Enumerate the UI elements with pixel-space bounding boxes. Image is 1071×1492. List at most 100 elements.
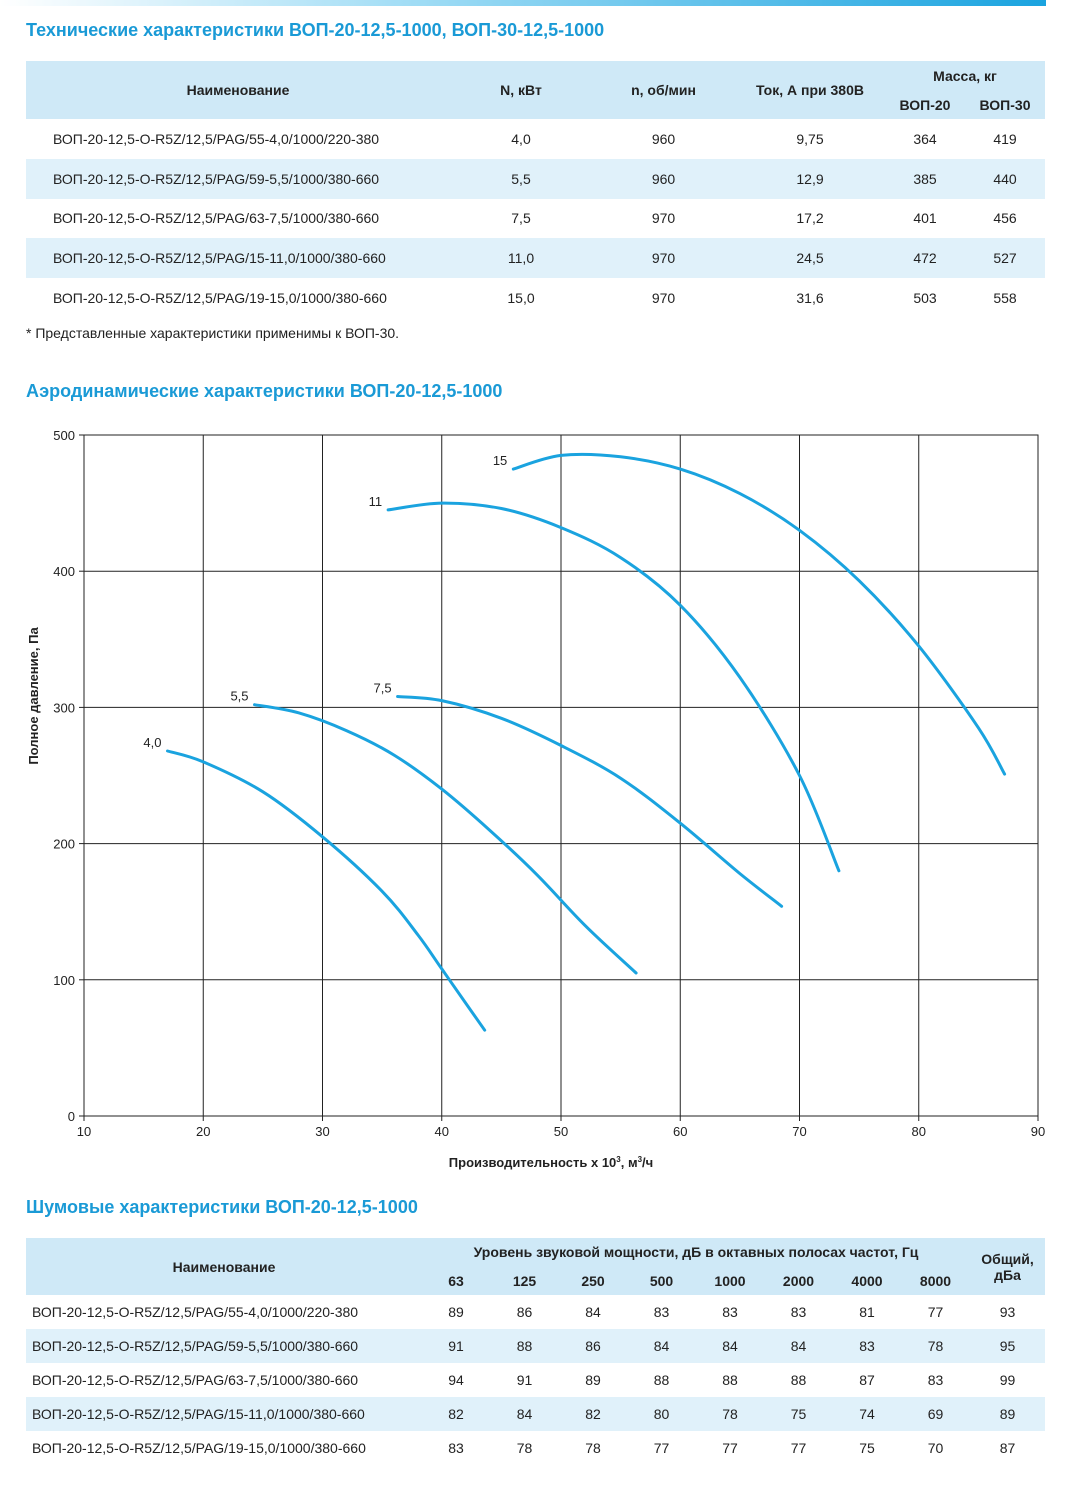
- model-name-cell: ВОП-20-12,5-O-R5Z/12,5/PAG/63-7,5/1000/3…: [32, 1372, 359, 1388]
- mass-30-cell: 456: [993, 210, 1017, 227]
- band-value-cell: 88: [722, 1372, 738, 1388]
- x-tick-label: 70: [792, 1124, 806, 1139]
- band-value-cell: 91: [516, 1372, 533, 1388]
- band-value-cell: 83: [448, 1440, 464, 1456]
- total-level-cell: 95: [970, 1329, 1046, 1363]
- noise-header-total: Общий, дБа: [970, 1238, 1046, 1295]
- band-value-cell: 88: [490, 1329, 559, 1363]
- model-name-cell: ВОП-20-12,5-O-R5Z/12,5/PAG/55-4,0/1000/2…: [32, 1304, 359, 1320]
- band-header-1000: 1000: [696, 1266, 764, 1295]
- band-value-cell: 83: [790, 1304, 807, 1320]
- mass-30-cell: 527: [965, 238, 1046, 279]
- spec-table: Наименование N, кВт n, об/мин Ток, А при…: [26, 61, 1046, 318]
- band-value-cell: 81: [859, 1304, 875, 1320]
- band-value-cell: 77: [790, 1440, 807, 1456]
- mass-30-cell: 558: [993, 290, 1017, 307]
- series-label: 15: [493, 453, 507, 468]
- model-name-cell: ВОП-20-12,5-O-R5Z/12,5/PAG/15-11,0/1000/…: [26, 238, 450, 279]
- current-cell: 31,6: [796, 290, 824, 307]
- table-row: ВОП-20-12,5-O-R5Z/12,5/PAG/59-5,5/1000/3…: [26, 1329, 1046, 1363]
- noise-header-name: Наименование: [26, 1238, 422, 1295]
- y-tick-label: 100: [53, 973, 75, 988]
- band-header-8000: 8000: [901, 1266, 971, 1295]
- band-value-cell: 70: [927, 1440, 944, 1456]
- band-header-2000: 2000: [764, 1266, 833, 1295]
- band-value-cell: 75: [764, 1397, 833, 1431]
- table-row: ВОП-20-12,5-O-R5Z/12,5/PAG/19-15,0/1000/…: [26, 1431, 1045, 1465]
- band-value-cell: 84: [490, 1397, 559, 1431]
- band-value-cell: 82: [422, 1397, 490, 1431]
- power-cell: 4,0: [511, 130, 531, 147]
- band-value-cell: 74: [833, 1397, 901, 1431]
- chart-ticks: 10 20 30 40 50 60 70 80 90 0 100 200 300 400 500: [53, 428, 1045, 1139]
- power-cell: 11,0: [450, 238, 592, 279]
- x-tick-label: 10: [77, 1124, 91, 1139]
- band-value-cell: 89: [585, 1372, 601, 1388]
- series-line: [396, 695, 784, 908]
- band-header-500: 500: [627, 1266, 696, 1295]
- model-name-cell: ВОП-20-12,5-O-R5Z/12,5/PAG/55-4,0/1000/2…: [53, 130, 380, 147]
- model-name-cell: ВОП-20-12,5-O-R5Z/12,5/PAG/19-15,0/1000/…: [53, 290, 387, 307]
- band-value-cell: 84: [696, 1329, 764, 1363]
- chart-series: 4,0 5,5 7,5 11 15: [143, 452, 1007, 1032]
- spec-header-mass-30: ВОП-30: [965, 90, 1046, 119]
- band-value-cell: 83: [653, 1304, 670, 1320]
- mass-20-cell: 364: [913, 130, 937, 147]
- aero-title: Аэродинамические характеристики ВОП-20-1…: [26, 381, 503, 401]
- band-value-cell: 75: [859, 1440, 875, 1456]
- speed-cell: 960: [651, 130, 676, 147]
- speed-cell: 960: [592, 158, 735, 199]
- model-name-cell: ВОП-20-12,5-O-R5Z/12,5/PAG/19-15,0/1000/…: [32, 1440, 366, 1456]
- mass-20-cell: 401: [913, 210, 937, 227]
- spec-header-current: Ток, А при 380В: [735, 61, 885, 119]
- power-cell: 7,5: [511, 210, 531, 227]
- band-value-cell: 83: [833, 1329, 901, 1363]
- current-cell: 12,9: [735, 158, 885, 199]
- x-tick-label: 20: [196, 1124, 210, 1139]
- model-name-cell: ВОП-20-12,5-O-R5Z/12,5/PAG/59-5,5/1000/3…: [26, 158, 450, 199]
- y-tick-label: 0: [68, 1109, 75, 1124]
- x-tick-label: 90: [1031, 1124, 1045, 1139]
- table-row: ВОП-20-12,5-O-R5Z/12,5/PAG/59-5,5/1000/3…: [26, 158, 1046, 199]
- total-level-cell: 89: [970, 1397, 1046, 1431]
- series-label: 5,5: [230, 689, 248, 704]
- band-value-cell: 86: [559, 1329, 627, 1363]
- x-tick-label: 80: [912, 1124, 926, 1139]
- band-value-cell: 77: [927, 1304, 944, 1320]
- mass-20-cell: 472: [885, 238, 965, 279]
- band-value-cell: 82: [559, 1397, 627, 1431]
- table-row: ВОП-20-12,5-O-R5Z/12,5/PAG/19-15,0/1000/…: [26, 278, 1045, 318]
- band-header-125: 125: [490, 1266, 559, 1295]
- spec-header-mass-20: ВОП-20: [885, 90, 965, 119]
- noise-table: Наименование Уровень звуковой мощности, …: [26, 1238, 1046, 1465]
- band-value-cell: 69: [901, 1397, 971, 1431]
- band-value-cell: 87: [859, 1372, 875, 1388]
- mass-20-cell: 385: [885, 158, 965, 199]
- band-value-cell: 78: [516, 1440, 533, 1456]
- series-line: [253, 703, 638, 975]
- band-header-63: 63: [422, 1266, 490, 1295]
- current-cell: 24,5: [735, 238, 885, 279]
- series-line: [511, 452, 1007, 776]
- y-axis-label: Полное давление, Па: [26, 627, 41, 765]
- series-label: 4,0: [143, 735, 161, 750]
- series-line: [166, 749, 487, 1032]
- model-name-cell: ВОП-20-12,5-O-R5Z/12,5/PAG/15-11,0/1000/…: [26, 1397, 422, 1431]
- table-row: ВОП-20-12,5-O-R5Z/12,5/PAG/55-4,0/1000/2…: [26, 119, 1045, 159]
- speed-cell: 970: [651, 210, 676, 227]
- band-value-cell: 78: [901, 1329, 971, 1363]
- series-line: [386, 501, 841, 873]
- noise-header-band: Уровень звуковой мощности, дБ в октавных…: [422, 1238, 971, 1266]
- table-row: ВОП-20-12,5-O-R5Z/12,5/PAG/15-11,0/1000/…: [26, 1397, 1046, 1431]
- spec-header-mass: Масса, кг: [885, 61, 1046, 90]
- band-value-cell: 86: [516, 1304, 533, 1320]
- band-value-cell: 84: [627, 1329, 696, 1363]
- band-value-cell: 80: [627, 1397, 696, 1431]
- x-axis-label: Производительность х 103, м3/ч: [449, 1155, 653, 1170]
- speed-cell: 970: [592, 238, 735, 279]
- x-tick-label: 30: [315, 1124, 329, 1139]
- model-name-cell: ВОП-20-12,5-O-R5Z/12,5/PAG/63-7,5/1000/3…: [53, 210, 380, 227]
- noise-title: Шумовые характеристики ВОП-20-12,5-1000: [26, 1197, 418, 1217]
- spec-header-speed: n, об/мин: [592, 61, 735, 119]
- band-header-250: 250: [559, 1266, 627, 1295]
